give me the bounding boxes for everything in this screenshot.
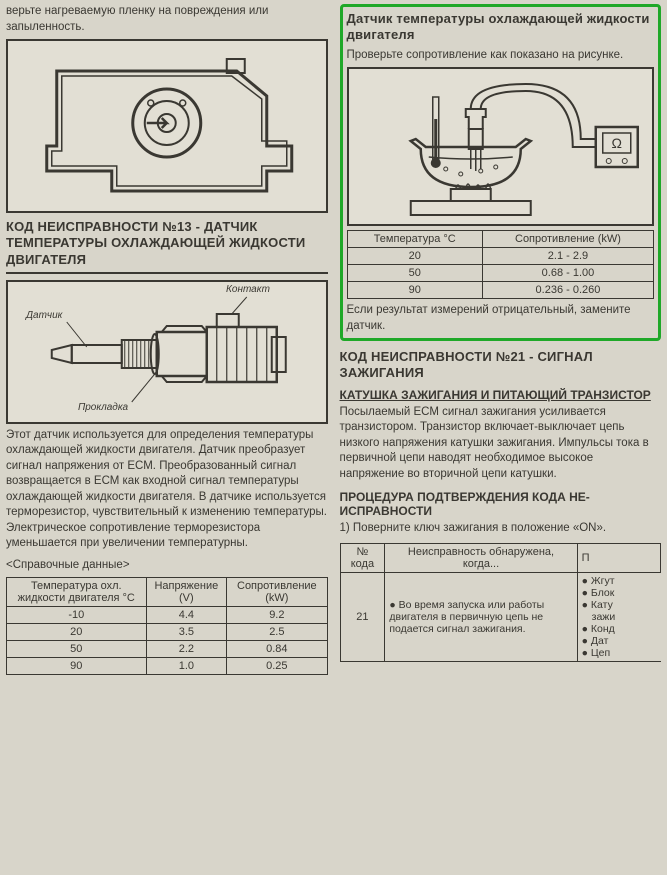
sub-procedure: ПРОЦЕДУРА ПОДТВЕРЖДЕНИЯ КОДА НЕ­ИСПРАВНО… [340, 490, 662, 518]
table-reference-data: Температура охл. жидкости двигателя °C Н… [6, 577, 328, 675]
highlight-body: Проверьте сопротивление как показано на … [347, 48, 655, 64]
label-sensor: Датчик [26, 310, 62, 321]
highlight-box: Датчик температуры охлаждающей жидкости … [340, 4, 662, 341]
left-column: верьте нагреваемую пленку на повреж­дени… [0, 0, 334, 875]
svg-text:Ω: Ω [611, 135, 621, 151]
intro-fragment: верьте нагреваемую пленку на повреж­дени… [6, 4, 328, 35]
label-gasket: Прокладка [78, 402, 128, 413]
figure-resistance-test: Ω [347, 67, 655, 226]
step-1: 1) Поверните ключ зажигания в положение … [340, 521, 662, 537]
th: Сопротивление (kW) [227, 578, 327, 607]
th: Температура охл. жидкости двигателя °C [7, 578, 147, 607]
highlight-title: Датчик температуры охлаждающей жидкости … [347, 11, 655, 44]
ref-data-label: <Справочные данные> [6, 558, 328, 574]
right-column: Датчик температуры охлаждающей жидкости … [334, 0, 667, 875]
para-code-13: Этот датчик используется для определения… [6, 428, 328, 552]
highlight-footer: Если результат измерений отрицательный, … [347, 303, 655, 334]
heading-code-13: КОД НЕИСПРАВНОСТИ №13 - ДАТЧИК ТЕМПЕРАТУ… [6, 219, 328, 268]
para-coil: Посылаемый ЕСМ сигнал зажигания усили­ва… [340, 405, 662, 483]
th: Напряжение (V) [146, 578, 227, 607]
heading-code-21: КОД НЕИСПРАВНОСТИ №21 - СИГНАЛ ЗАЖИГАНИЯ [340, 349, 662, 382]
fault-items: ● Жгут ● Блок ● Кату зажи ● Конд ● Дат ●… [577, 572, 660, 661]
table-fault-21: № кода Неисправность обнаружена, когда..… [340, 543, 662, 662]
sub-coil: КАТУШКА ЗАЖИГАНИЯ И ПИТАЮЩИЙ ТРАН­ЗИСТОР [340, 388, 662, 402]
divider [6, 272, 328, 274]
table-resistance: Температура °C Сопротивление (kW) 202.1 … [347, 230, 655, 299]
figure-coolant-sensor: Датчик Контакт Прокладка [6, 280, 328, 424]
label-contact: Контакт [226, 284, 270, 295]
figure-airflow-sensor [6, 39, 328, 213]
